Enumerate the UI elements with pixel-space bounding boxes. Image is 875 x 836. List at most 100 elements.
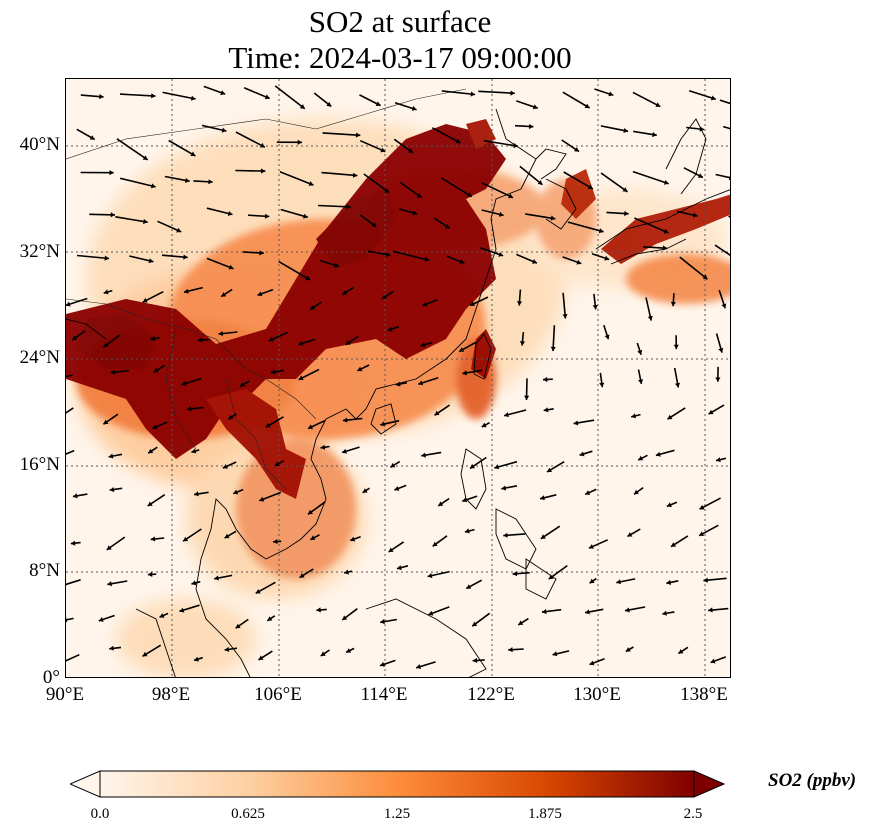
wind-arrow-head [432, 541, 438, 547]
wind-arrow-shaft [440, 177, 473, 198]
wind-arrow-head [267, 616, 273, 621]
wind-arrow-head [308, 509, 313, 515]
wind-arrow-head [381, 294, 387, 299]
wind-arrow-head [512, 571, 518, 577]
wind-arrow-shaft [634, 217, 669, 234]
wind-arrow-head [608, 91, 614, 97]
wind-arrow-head [70, 540, 76, 546]
wind-arrow-head [387, 326, 393, 332]
wind-arrow-head [721, 303, 727, 309]
wind-arrow-shaft [115, 216, 148, 223]
map-title: SO2 at surface [308, 4, 492, 39]
wind-arrow-head [299, 573, 305, 578]
wind-arrow-head [183, 536, 189, 542]
wind-arrow-head [699, 126, 705, 132]
wind-arrow-shaft [399, 181, 423, 199]
wind-arrow-head [224, 533, 230, 539]
wind-arrow-head [715, 377, 721, 382]
wind-arrow-head [220, 90, 226, 96]
wind-arrow-head [481, 422, 487, 428]
wind-arrow-head [728, 175, 730, 181]
wind-arrow-head [107, 581, 112, 587]
wind-arrow-head [540, 534, 546, 539]
wind-arrow-head [221, 292, 227, 297]
colorbar-extend-high [693, 770, 725, 798]
wind-arrow-head [259, 496, 265, 502]
wind-arrow-head [320, 444, 326, 450]
wind-arrow-head [310, 305, 316, 310]
wind-arrow-head [150, 183, 156, 189]
colorbar-tick-3: 1.875 [528, 806, 562, 822]
wind-arrow-head [371, 222, 377, 227]
lon-tick-90: 90°E [45, 684, 85, 705]
wind-arrow-head [518, 620, 524, 625]
wind-arrow-head [464, 528, 470, 534]
wind-arrow-head [623, 128, 629, 133]
wind-arrow-shaft [483, 139, 519, 147]
wind-arrow-head [148, 448, 154, 454]
coastlines [66, 108, 730, 677]
wind-arrow-head [675, 382, 680, 388]
wind-arrow-head [110, 369, 116, 375]
colorbar [70, 770, 725, 798]
wind-arrow-head [362, 488, 368, 493]
wind-arrow-head [261, 168, 266, 174]
wind-arrow-shaft [363, 173, 390, 194]
wind-arrow-shaft [119, 93, 156, 97]
wind-arrow-head [718, 347, 724, 353]
wind-arrow-head [227, 211, 233, 216]
wind-arrow-head [380, 619, 385, 625]
lon-tick-98: 98°E [151, 684, 191, 705]
wind-arrow-shaft [359, 139, 386, 153]
wind-arrow-head [342, 290, 348, 295]
wind-arrow-head [380, 147, 386, 153]
wind-arrow-head [223, 464, 228, 469]
wind-arrow-head [190, 151, 196, 156]
wind-arrow-head [503, 532, 508, 538]
wind-arrow-head [268, 336, 274, 342]
lat-tick-0: 0° [42, 667, 60, 688]
colorbar-gradient [99, 770, 695, 798]
wind-arrow-head [510, 90, 515, 96]
wind-arrow-head [501, 485, 507, 491]
wind-arrow-head [637, 349, 643, 355]
wind-arrow-head [147, 501, 153, 506]
wind-arrow-head [310, 535, 316, 540]
wind-arrow-head [274, 461, 280, 466]
wind-arrow-head [66, 301, 71, 307]
wind-arrow-head [176, 227, 182, 233]
wind-arrow-head [385, 251, 391, 257]
wind-arrow-head [355, 132, 361, 138]
wind-arrow-head [424, 256, 430, 262]
wind-arrow-head [264, 94, 270, 100]
wind-arrow-head [666, 579, 672, 585]
wind-arrow-head [235, 623, 241, 629]
wind-arrow-head [524, 395, 530, 400]
lat-tick-32: 32°N [19, 241, 60, 262]
wind-arrow-head [552, 651, 558, 657]
wind-arrow-head [710, 658, 716, 664]
wind-arrow-head [663, 180, 669, 185]
wind-arrow-head [352, 172, 358, 178]
wind-arrow-head [99, 94, 104, 100]
wind-arrow-head [98, 617, 104, 622]
wind-arrow-head [455, 138, 461, 144]
wind-arrow-head [185, 177, 190, 183]
wind-arrow-head [444, 224, 450, 229]
wind-arrow-head [384, 188, 390, 193]
wind-arrow-head [390, 462, 396, 468]
wind-arrow-head [394, 486, 400, 491]
wind-arrow-head [228, 264, 234, 270]
wind-arrow-shaft [116, 138, 149, 161]
wind-arrow-head [542, 609, 547, 615]
so2-map [65, 78, 731, 678]
wind-arrow-head [395, 381, 401, 387]
wind-arrow-shaft [278, 260, 311, 281]
wind-arrow-head [422, 301, 428, 307]
wind-arrow-shaft [719, 99, 730, 105]
wind-arrow-shaft [76, 254, 110, 260]
wind-arrow-head [667, 414, 673, 420]
wind-arrow-head [462, 370, 467, 376]
wind-arrow-head [299, 104, 305, 109]
wind-arrow-head [273, 539, 278, 545]
